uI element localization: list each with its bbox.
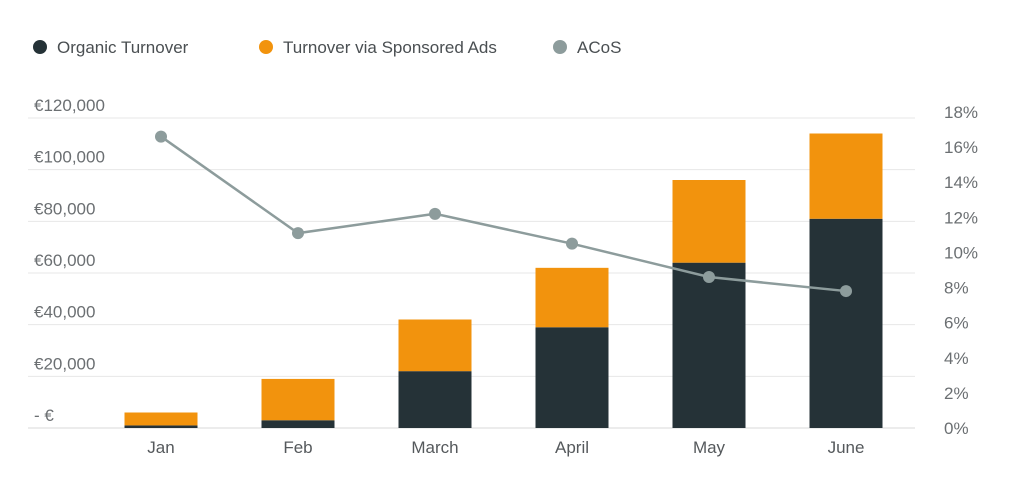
right-axis-ticks: 0% 2% 4% 6% 8% 10% 12% 14% 16% 18% (944, 103, 978, 438)
legend-label-0: Organic Turnover (57, 38, 189, 57)
y-left-tick-0: - € (34, 406, 54, 425)
acos-point-1 (292, 227, 304, 240)
bar-organic-3 (535, 327, 609, 428)
x-tick-2: March (411, 438, 458, 457)
bar-sponsored-4 (672, 180, 746, 263)
bars (124, 133, 883, 428)
y-right-tick-1: 2% (944, 384, 969, 403)
x-tick-5: June (828, 438, 865, 457)
x-tick-3: April (555, 438, 589, 457)
legend-label-1: Turnover via Sponsored Ads (283, 38, 497, 57)
acos-polyline (160, 135, 847, 293)
bar-organic-5 (809, 218, 883, 428)
acos-point-3 (566, 237, 578, 250)
x-tick-0: Jan (147, 438, 174, 457)
bar-sponsored-3 (535, 267, 609, 328)
legend-swatch-0 (33, 40, 47, 54)
x-axis-categories: Jan Feb March April May June (147, 438, 864, 457)
acos-point-2 (429, 207, 441, 220)
bar-organic-4 (672, 262, 746, 428)
bar-sponsored-2 (398, 319, 472, 372)
y-right-tick-9: 18% (944, 103, 978, 122)
y-right-tick-4: 8% (944, 279, 969, 298)
legend-swatch-2 (553, 40, 567, 54)
y-right-tick-8: 16% (944, 138, 978, 157)
legend-swatch-1 (259, 40, 273, 54)
bar-organic-2 (398, 371, 472, 428)
y-left-tick-6: €120,000 (34, 96, 105, 115)
bar-organic-0 (124, 425, 198, 428)
y-right-tick-5: 10% (944, 243, 978, 262)
legend: Organic Turnover Turnover via Sponsored A… (33, 38, 621, 57)
y-right-tick-7: 14% (944, 173, 978, 192)
y-left-tick-5: €100,000 (34, 148, 105, 167)
y-left-tick-4: €80,000 (34, 199, 95, 218)
legend-label-2: ACoS (577, 38, 621, 57)
y-left-tick-3: €60,000 (34, 251, 95, 270)
acos-point-0 (155, 130, 167, 143)
left-axis-ticks: - € €20,000 €40,000 €60,000 €80,000 €100,000 €… (34, 96, 105, 425)
bar-sponsored-5 (809, 133, 883, 219)
bar-organic-1 (261, 420, 335, 428)
bar-sponsored-0 (124, 412, 198, 426)
x-tick-1: Feb (283, 438, 312, 457)
x-tick-4: May (693, 438, 726, 457)
acos-point-4 (703, 271, 715, 284)
acos-point-5 (840, 285, 852, 298)
y-left-tick-1: €20,000 (34, 354, 95, 373)
acos-line (155, 130, 852, 298)
bar-sponsored-1 (261, 378, 335, 421)
y-right-tick-2: 4% (944, 349, 969, 368)
y-right-tick-6: 12% (944, 208, 978, 227)
y-right-tick-3: 6% (944, 314, 969, 333)
y-left-tick-2: €40,000 (34, 303, 95, 322)
y-right-tick-0: 0% (944, 419, 969, 438)
